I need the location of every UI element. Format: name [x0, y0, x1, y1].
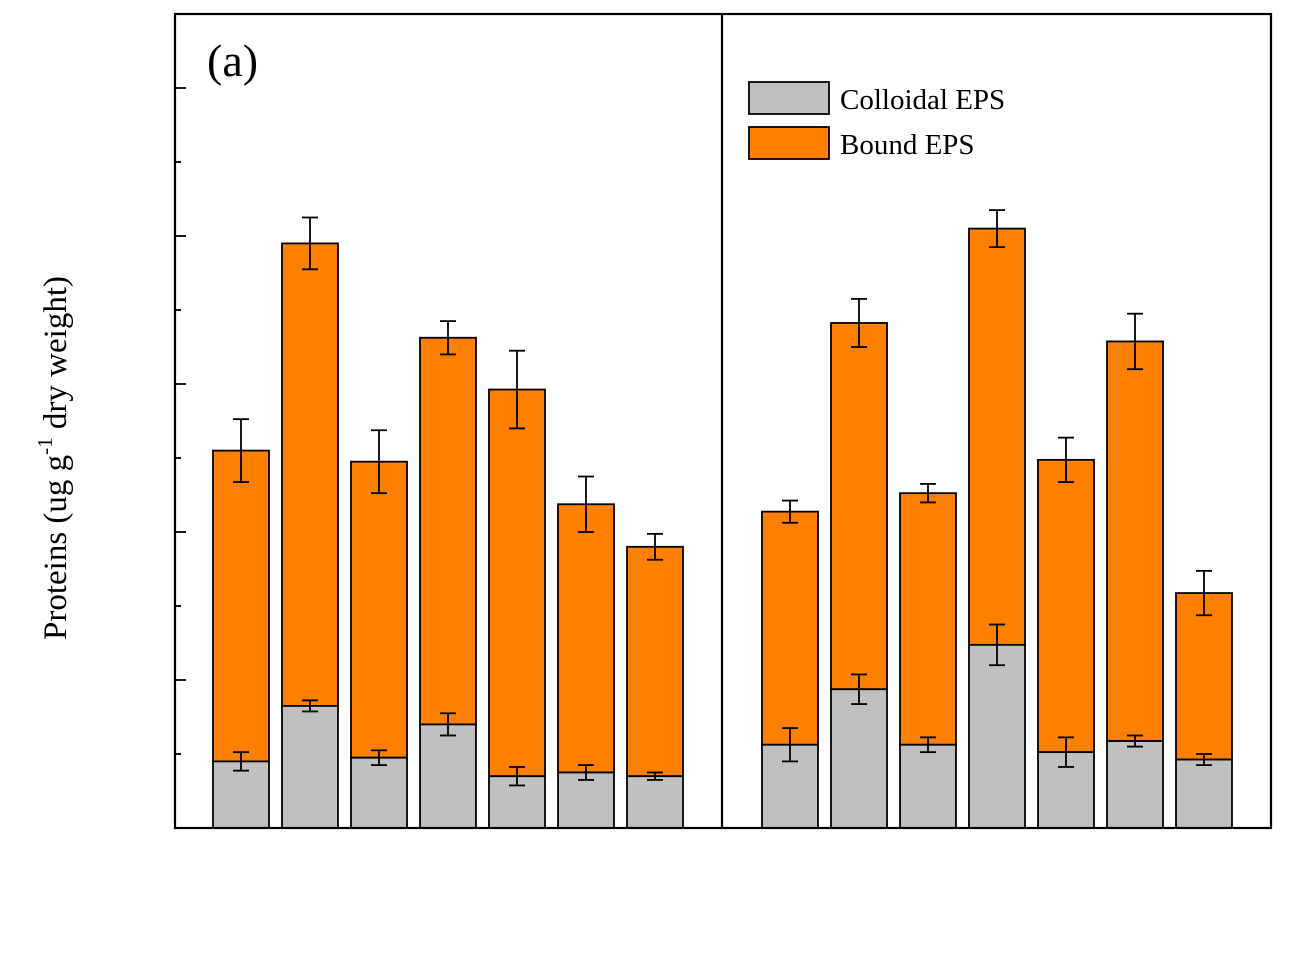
error-bar-colloidal-g1-7 [647, 771, 663, 781]
legend: Colloidal EPS Bound EPS [748, 81, 1005, 161]
bar-bound-g1-5 [488, 388, 546, 778]
legend-label-colloidal: Colloidal EPS [840, 84, 1005, 116]
bar-colloidal-g2-2 [830, 688, 888, 829]
error-bar-total-g1-2 [302, 216, 318, 271]
bar-colloidal-g2-3 [899, 743, 957, 829]
error-bar-colloidal-g2-1 [782, 727, 798, 763]
y-axis-title-tail: dry weight) [38, 276, 74, 437]
error-bar-total-g2-7 [1196, 569, 1212, 617]
error-bar-total-g2-6 [1127, 312, 1143, 371]
bar-bound-g1-1 [212, 449, 270, 763]
error-bar-total-g2-2 [851, 297, 867, 348]
bar-colloidal-g2-7 [1175, 758, 1233, 829]
bar-colloidal-g1-6 [557, 771, 615, 829]
error-bar-total-g1-1 [233, 418, 249, 483]
bar-colloidal-g1-2 [281, 705, 339, 829]
panel-label: (a) [207, 35, 258, 86]
error-bar-colloidal-g2-6 [1127, 734, 1143, 748]
bar-bound-g1-2 [281, 242, 339, 707]
bar-bound-g1-7 [626, 545, 684, 778]
bar-bound-g1-4 [419, 336, 477, 726]
error-bar-total-g1-5 [509, 349, 525, 430]
bar-bound-g2-7 [1175, 592, 1233, 761]
error-bar-total-g2-1 [782, 499, 798, 524]
y-axis-title: Proteins (ug g-1 dry weight) [33, 276, 74, 640]
error-bar-total-g2-5 [1058, 436, 1074, 483]
error-bar-colloidal-g1-5 [509, 766, 525, 787]
legend-swatch-bound [748, 126, 830, 160]
error-bar-colloidal-g2-7 [1196, 753, 1212, 766]
bar-colloidal-g1-1 [212, 760, 270, 829]
error-bar-colloidal-g2-2 [851, 673, 867, 705]
error-bar-colloidal-g1-1 [233, 751, 249, 772]
error-bar-total-g2-3 [920, 482, 936, 504]
bar-bound-g2-6 [1106, 340, 1164, 742]
bar-bound-g2-1 [761, 510, 819, 746]
error-bar-total-g1-6 [578, 475, 594, 533]
plot-area [173, 12, 1273, 830]
legend-swatch-colloidal [748, 81, 830, 115]
bar-colloidal-g1-4 [419, 723, 477, 829]
error-bar-colloidal-g1-3 [371, 749, 387, 766]
error-bar-total-g1-7 [647, 532, 663, 561]
error-bar-colloidal-g1-6 [578, 764, 594, 781]
bar-bound-g2-2 [830, 322, 888, 691]
bar-colloidal-g1-3 [350, 756, 408, 829]
error-bar-total-g1-3 [371, 429, 387, 495]
bar-bound-g2-3 [899, 492, 957, 746]
y-axis-title-main: Proteins (ug g [38, 455, 74, 640]
error-bar-colloidal-g2-3 [920, 736, 936, 754]
legend-label-bound: Bound EPS [840, 129, 975, 161]
bar-bound-g2-4 [968, 227, 1026, 646]
error-bar-colloidal-g1-4 [440, 712, 456, 737]
y-axis-title-superscript: -1 [33, 437, 57, 455]
error-bar-colloidal-g2-5 [1058, 736, 1074, 768]
bar-colloidal-g2-6 [1106, 740, 1164, 829]
bar-bound-g2-5 [1037, 458, 1095, 754]
error-bar-colloidal-g1-2 [302, 699, 318, 713]
error-bar-total-g1-4 [440, 320, 456, 356]
error-bar-colloidal-g2-4 [989, 623, 1005, 667]
bar-colloidal-g2-4 [968, 643, 1026, 829]
error-bar-total-g2-4 [989, 209, 1005, 249]
bar-colloidal-g1-7 [626, 775, 684, 829]
bar-bound-g1-6 [557, 503, 615, 774]
bar-bound-g1-3 [350, 460, 408, 759]
